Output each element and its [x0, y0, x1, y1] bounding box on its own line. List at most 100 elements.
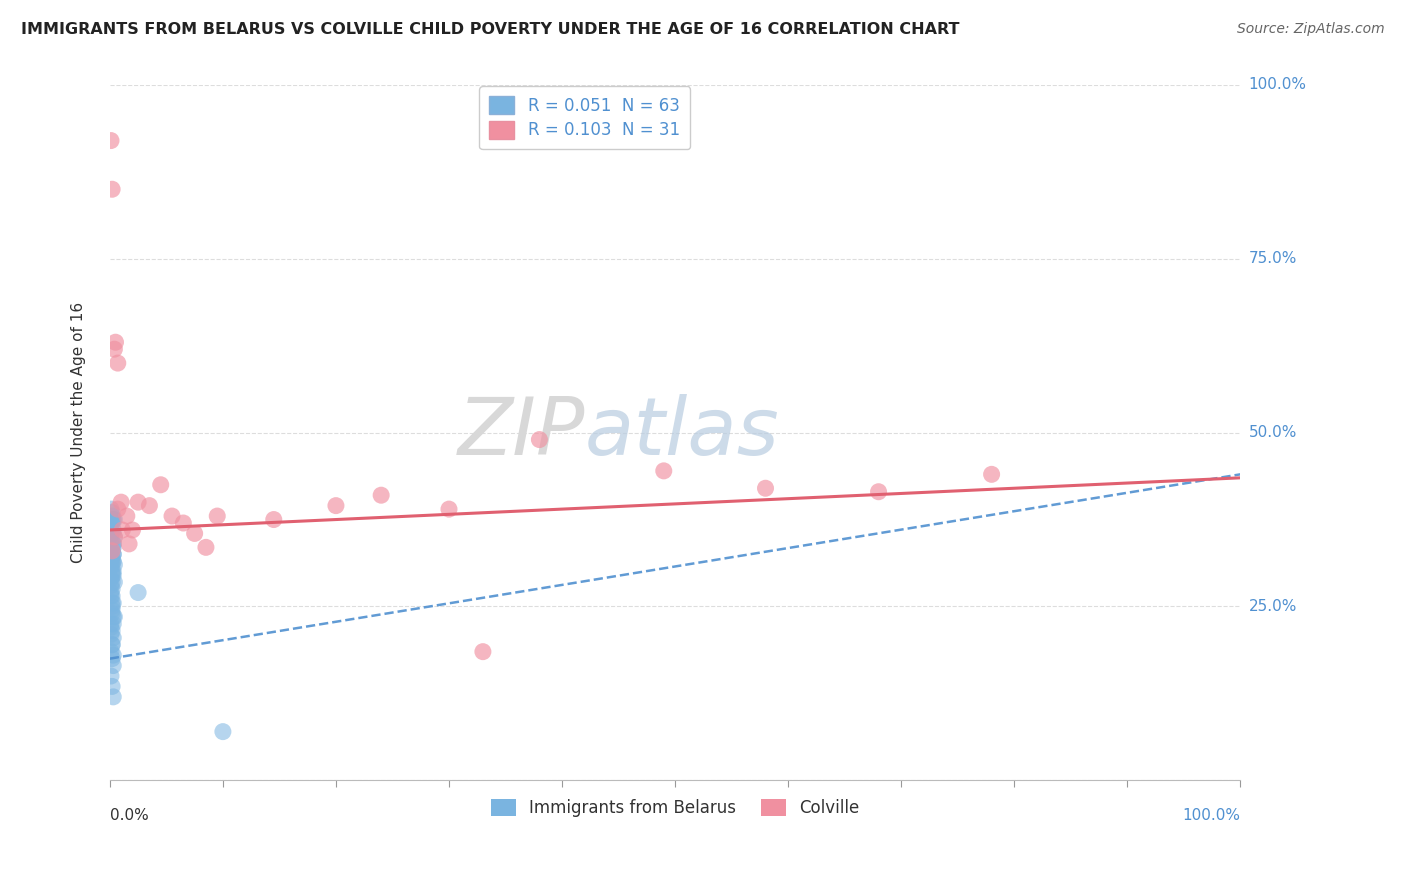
Text: 25.0%: 25.0% — [1249, 599, 1296, 614]
Point — [101, 550, 124, 565]
Point — [103, 547, 125, 561]
Point — [100, 547, 122, 561]
Point — [100, 669, 122, 683]
Point — [103, 512, 125, 526]
Point — [103, 690, 125, 704]
Point — [103, 530, 125, 544]
Point — [121, 523, 143, 537]
Text: 75.0%: 75.0% — [1249, 252, 1296, 267]
Point — [101, 596, 124, 610]
Point — [107, 356, 129, 370]
Text: 100.0%: 100.0% — [1249, 78, 1306, 93]
Point — [118, 537, 141, 551]
Point — [101, 526, 124, 541]
Point — [103, 658, 125, 673]
Point — [103, 541, 125, 555]
Point — [101, 607, 124, 621]
Point — [101, 651, 124, 665]
Point — [101, 544, 124, 558]
Point — [103, 565, 125, 579]
Point — [471, 645, 494, 659]
Point — [103, 648, 125, 662]
Point — [103, 530, 125, 544]
Point — [370, 488, 392, 502]
Point — [101, 554, 124, 568]
Point — [103, 547, 125, 561]
Point — [100, 523, 122, 537]
Point — [110, 495, 132, 509]
Point — [101, 512, 124, 526]
Point — [103, 512, 125, 526]
Point — [101, 182, 124, 196]
Point — [138, 499, 160, 513]
Point — [101, 638, 124, 652]
Legend: Immigrants from Belarus, Colville: Immigrants from Belarus, Colville — [484, 793, 866, 824]
Point — [263, 512, 285, 526]
Point — [103, 558, 125, 572]
Point — [160, 509, 183, 524]
Point — [103, 575, 125, 590]
Point — [100, 585, 122, 599]
Point — [101, 506, 124, 520]
Point — [101, 599, 124, 614]
Point — [101, 638, 124, 652]
Point — [104, 335, 127, 350]
Text: 100.0%: 100.0% — [1182, 808, 1240, 823]
Point — [127, 495, 149, 509]
Point — [103, 537, 125, 551]
Point — [194, 541, 217, 555]
Point — [100, 579, 122, 593]
Point — [101, 582, 124, 596]
Point — [207, 509, 229, 524]
Point — [183, 526, 205, 541]
Point — [107, 502, 129, 516]
Point — [101, 603, 124, 617]
Point — [101, 558, 124, 572]
Point — [100, 558, 122, 572]
Point — [100, 526, 122, 541]
Point — [111, 523, 134, 537]
Point — [100, 616, 122, 631]
Point — [103, 554, 125, 568]
Point — [103, 631, 125, 645]
Point — [100, 645, 122, 659]
Point — [212, 724, 235, 739]
Point — [101, 589, 124, 603]
Point — [529, 433, 551, 447]
Point — [100, 134, 122, 148]
Text: 0.0%: 0.0% — [110, 808, 149, 823]
Text: IMMIGRANTS FROM BELARUS VS COLVILLE CHILD POVERTY UNDER THE AGE OF 16 CORRELATIO: IMMIGRANTS FROM BELARUS VS COLVILLE CHIL… — [21, 22, 959, 37]
Y-axis label: Child Poverty Under the Age of 16: Child Poverty Under the Age of 16 — [72, 302, 86, 563]
Point — [754, 481, 776, 495]
Point — [980, 467, 1002, 482]
Point — [100, 550, 122, 565]
Point — [172, 516, 194, 530]
Point — [101, 575, 124, 590]
Point — [437, 502, 460, 516]
Point — [103, 568, 125, 582]
Point — [100, 627, 122, 641]
Text: Source: ZipAtlas.com: Source: ZipAtlas.com — [1237, 22, 1385, 37]
Point — [101, 624, 124, 638]
Point — [325, 499, 347, 513]
Point — [101, 544, 124, 558]
Point — [100, 502, 122, 516]
Text: atlas: atlas — [585, 393, 779, 472]
Text: 50.0%: 50.0% — [1249, 425, 1296, 440]
Text: ZIP: ZIP — [457, 393, 585, 472]
Point — [127, 585, 149, 599]
Point — [101, 680, 124, 694]
Point — [115, 509, 138, 524]
Point — [100, 572, 122, 586]
Point — [103, 610, 125, 624]
Point — [101, 568, 124, 582]
Point — [652, 464, 675, 478]
Point — [868, 484, 890, 499]
Point — [100, 589, 122, 603]
Point — [100, 620, 122, 634]
Point — [101, 516, 124, 530]
Point — [149, 477, 172, 491]
Point — [101, 509, 124, 524]
Point — [103, 596, 125, 610]
Point — [103, 537, 125, 551]
